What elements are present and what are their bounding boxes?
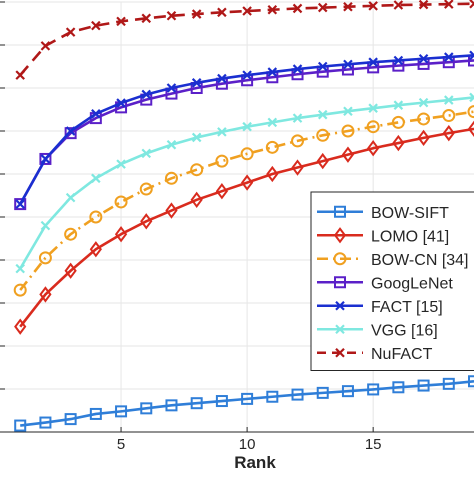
data-point (16, 200, 24, 208)
data-point (41, 222, 49, 230)
data-point (41, 42, 49, 50)
x-tick-label: 15 (365, 436, 382, 453)
series-6 (16, 0, 474, 79)
x-tick-label: 5 (117, 436, 125, 453)
legend-label: BOW-SIFT (371, 205, 449, 222)
legend-label: BOW-CN [34] (371, 252, 469, 269)
data-point (470, 0, 474, 8)
legend-label: GoogLeNet (371, 275, 453, 292)
data-point (16, 265, 24, 273)
x-tick-label: 10 (239, 436, 256, 453)
series-0 (15, 376, 474, 430)
x-axis-label: Rank (234, 453, 276, 472)
data-point (92, 174, 100, 182)
legend-label: LOMO [41] (371, 228, 449, 245)
legend-label: NuFACT (371, 346, 433, 363)
data-point (16, 71, 24, 79)
legend-label: VGG [16] (371, 322, 438, 339)
legend-label: FACT [15] (371, 299, 443, 316)
legend: BOW-SIFT LOMO [41] BOW-CN [34] GoogLeNet FAC… (311, 192, 474, 371)
data-point (67, 194, 75, 202)
data-point (41, 155, 49, 163)
data-point (67, 28, 75, 36)
